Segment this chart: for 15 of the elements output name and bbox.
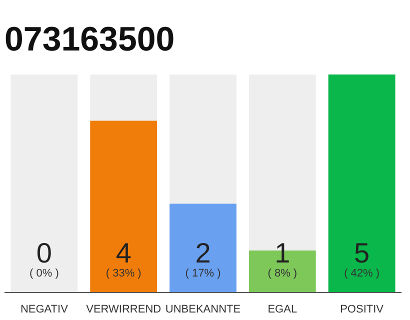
x-tick-label: VERWIRREND [86,304,162,316]
data-label: ( 8% ) [268,268,298,280]
data-label: ( 42% ) [344,268,380,280]
annotation: 2 [195,238,211,268]
x-tick-label: EGAL [268,304,298,316]
data-label: ( 0% ) [30,268,59,280]
annotation: 5 [354,238,370,268]
annotation: 4 [116,238,132,268]
x-tick-label: POSITIV [340,304,384,316]
data-label: ( 33% ) [106,268,142,280]
annotation: 0 [36,238,52,268]
x-tick-label: NEGATIV [20,304,69,316]
chart-title: 073163500 [4,20,175,58]
x-tick-label: UNBEKANNTE [165,304,241,316]
data-label: ( 17% ) [185,268,221,280]
